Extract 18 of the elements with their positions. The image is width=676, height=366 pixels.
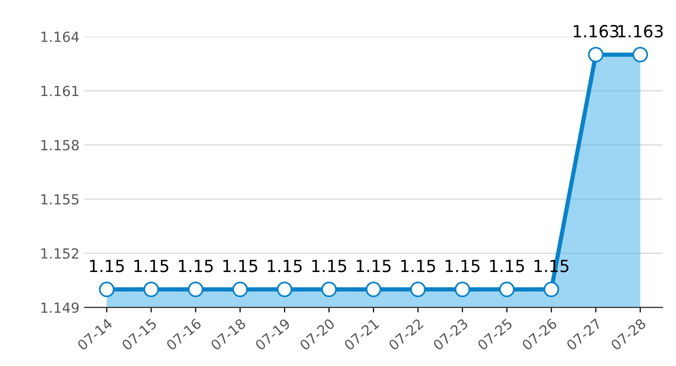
data-label: 1.15: [401, 260, 436, 272]
data-label: 1.15: [312, 260, 346, 272]
y-tick-label: 1.149: [41, 302, 79, 313]
y-tick-label: 1.158: [41, 140, 79, 150]
data-label: 1.15: [490, 260, 524, 272]
data-label: 1.163: [618, 24, 663, 38]
data-label: 1.15: [268, 260, 302, 272]
y-tick-label: 1.161: [41, 86, 78, 96]
y-tick-label: 1.155: [41, 194, 78, 205]
data-label: 1.15: [178, 260, 213, 272]
data-label: 1.15: [223, 260, 258, 272]
data-label: 1.15: [90, 260, 124, 272]
y-tick-label: 1.164: [41, 32, 79, 42]
data-label: 1.15: [446, 260, 480, 272]
y-tick-label: 1.152: [41, 248, 78, 259]
data-label: 1.15: [134, 260, 168, 272]
data-label: 1.163: [574, 24, 618, 38]
data-label: 1.15: [356, 260, 391, 272]
